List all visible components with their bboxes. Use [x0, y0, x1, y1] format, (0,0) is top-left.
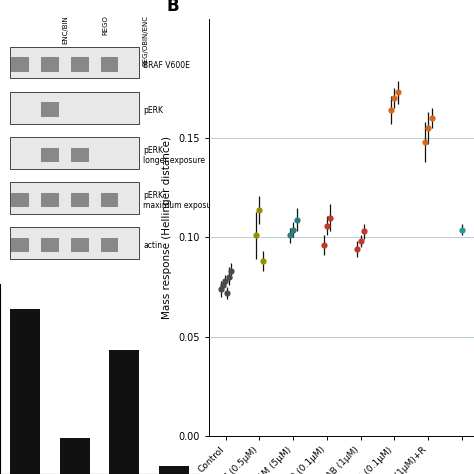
Bar	[41, 192, 59, 207]
Text: pERK
maximum exposure: pERK maximum exposure	[143, 191, 219, 210]
Bar	[11, 192, 29, 207]
Bar	[100, 192, 118, 207]
Bar	[10, 309, 40, 474]
Bar	[10, 46, 139, 79]
Bar	[10, 227, 139, 259]
Bar	[71, 238, 89, 252]
Text: REG/OBIN/ENC: REG/OBIN/ENC	[142, 15, 148, 66]
Text: pERK: pERK	[143, 106, 164, 115]
Bar	[60, 438, 90, 474]
Text: BRAF V600E: BRAF V600E	[143, 61, 190, 70]
Text: B: B	[166, 0, 179, 15]
Bar	[10, 182, 139, 214]
Bar	[10, 92, 139, 124]
Text: ENC/BIN: ENC/BIN	[63, 15, 69, 44]
Text: pERK
longer exposure: pERK longer exposure	[143, 146, 205, 165]
Bar	[71, 147, 89, 162]
Bar	[71, 192, 89, 207]
Bar	[11, 57, 29, 72]
Bar	[109, 350, 139, 474]
Text: REGO: REGO	[102, 15, 109, 35]
Bar	[71, 57, 89, 72]
Text: actin: actin	[143, 241, 163, 250]
Bar	[41, 102, 59, 117]
Bar	[41, 147, 59, 162]
Bar	[41, 57, 59, 72]
Bar	[100, 57, 118, 72]
Bar	[41, 238, 59, 252]
Bar	[11, 238, 29, 252]
Y-axis label: Mass response (Hellinger distance): Mass response (Hellinger distance)	[163, 136, 173, 319]
Bar	[100, 238, 118, 252]
Bar	[159, 466, 189, 474]
Bar	[10, 137, 139, 169]
